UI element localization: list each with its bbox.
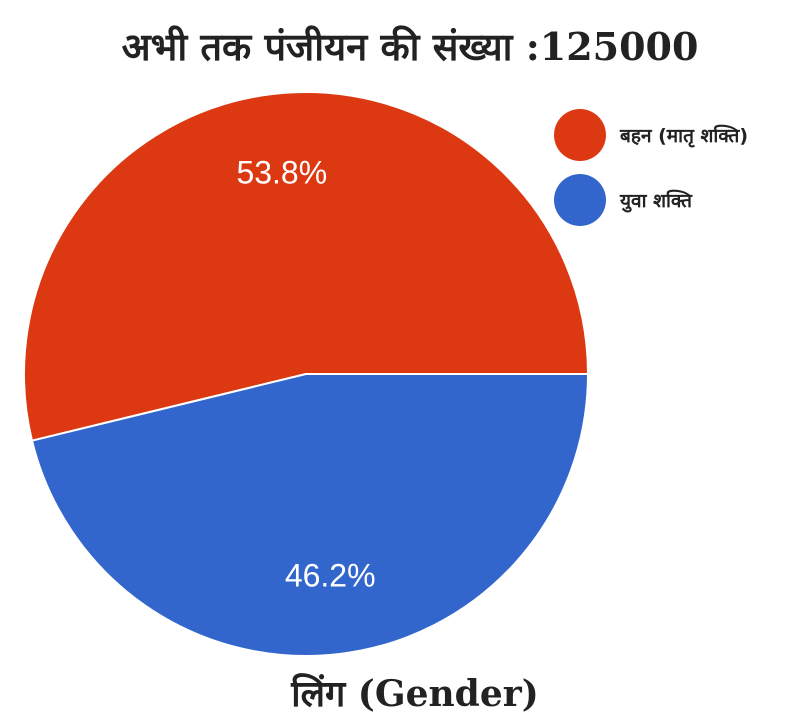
legend-item-1: बहन (मातृ शक्ति) bbox=[554, 109, 748, 161]
legend-label-2: युवा शक्ति bbox=[619, 189, 693, 213]
legend-swatch-1 bbox=[554, 109, 606, 161]
pie-slice-2 bbox=[30, 373, 590, 657]
legend-item-2: युवा शक्ति bbox=[554, 174, 693, 226]
chart-caption: लिंग (Gender) bbox=[290, 673, 538, 715]
pie-slice-1 bbox=[23, 91, 590, 442]
chart-title: अभी तक पंजीयन की संख्या :125000 bbox=[122, 24, 699, 69]
slice-label-1: 53.8% bbox=[236, 154, 327, 190]
slice-label-2: 46.2% bbox=[285, 558, 376, 594]
legend-swatch-2 bbox=[554, 174, 606, 226]
legend: बहन (मातृ शक्ति) युवा शक्ति bbox=[554, 109, 748, 226]
slice-labels: 53.8% 46.2% bbox=[236, 154, 375, 593]
legend-label-1: बहन (मातृ शक्ति) bbox=[619, 124, 748, 148]
pie-slices bbox=[23, 91, 590, 657]
